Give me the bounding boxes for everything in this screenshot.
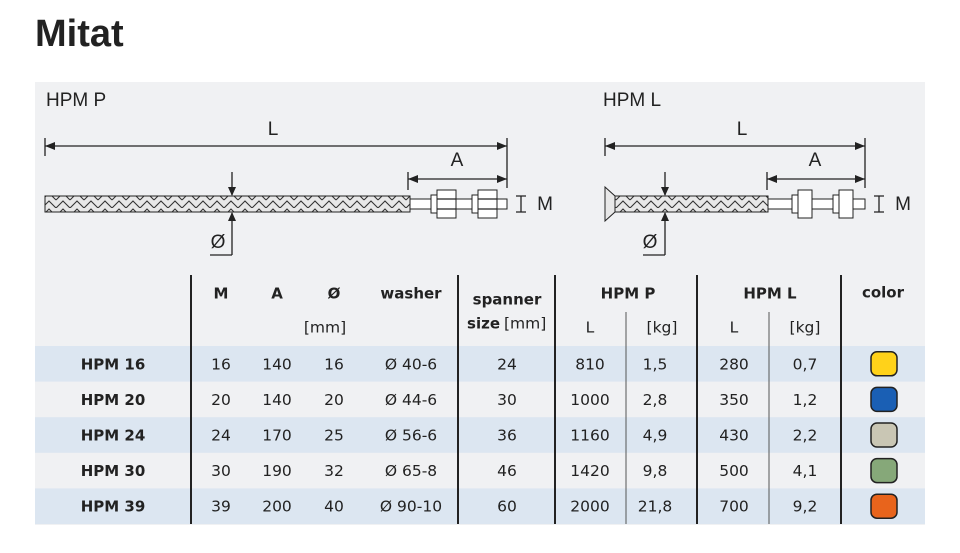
- color-swatch: [870, 351, 898, 377]
- header-cell: [kg]: [647, 319, 678, 337]
- table-cell: 9,8: [643, 462, 668, 480]
- table-cell: 190: [262, 462, 292, 480]
- table-cell: 25: [324, 427, 344, 445]
- table-cell: 32: [324, 462, 344, 480]
- table-cell: Ø 40-6: [385, 355, 437, 373]
- dim-label: Ø: [643, 232, 658, 253]
- header-cell: Ø: [328, 285, 341, 303]
- header-cell: L: [730, 319, 739, 337]
- dim-label: A: [451, 150, 464, 171]
- header-cell: washer: [380, 285, 442, 303]
- diagram-hpm-p: HPM P L A M Ø: [44, 90, 553, 256]
- table-cell: 1000: [570, 391, 609, 409]
- color-swatch: [870, 422, 898, 448]
- table-cell: 200: [262, 498, 292, 516]
- table-cell: 60: [497, 498, 517, 516]
- table-cell: 16: [211, 355, 231, 373]
- header-cell: [mm]: [504, 315, 546, 333]
- header-cell: HPM P: [601, 285, 656, 303]
- color-swatch: [870, 493, 898, 519]
- table-cell: 280: [719, 355, 749, 373]
- row-label: HPM 24: [81, 427, 146, 445]
- table-cell: 9,2: [793, 498, 818, 516]
- color-swatch: [870, 457, 898, 484]
- table-cell: Ø 90-10: [380, 498, 442, 516]
- header-cell: M: [214, 285, 229, 303]
- table-cell: Ø 56-6: [385, 427, 437, 445]
- table-cell: 430: [719, 427, 749, 445]
- table-cell: 140: [262, 355, 292, 373]
- table-cell: 30: [211, 462, 231, 480]
- row-band: [35, 346, 925, 382]
- header-cell: color: [862, 284, 905, 302]
- color-swatch: [870, 386, 898, 413]
- table-cell: 700: [719, 498, 749, 516]
- table-cell: 46: [497, 462, 517, 480]
- table-cell: 1160: [570, 427, 609, 445]
- table-cell: Ø 65-8: [385, 462, 437, 480]
- header-cell: A: [271, 285, 283, 303]
- table-cell: 24: [497, 355, 517, 373]
- row-label: HPM 30: [81, 462, 146, 480]
- table-cell: 16: [324, 355, 344, 373]
- table-cell: 4,9: [643, 427, 668, 445]
- diagram-title: HPM P: [46, 90, 106, 111]
- row-label: HPM 20: [81, 391, 146, 409]
- header-cell: [kg]: [790, 319, 821, 337]
- table-cell: 2,2: [793, 427, 818, 445]
- table-cell: 1,5: [643, 355, 668, 373]
- table-cell: 20: [324, 391, 344, 409]
- diagram-hpm-l: HPM L L A M Ø: [603, 90, 911, 256]
- row-band: [35, 417, 925, 453]
- table-cell: 1,2: [793, 391, 818, 409]
- page-title: Mitat: [35, 13, 124, 55]
- header-cell: HPM L: [743, 285, 797, 303]
- table-cell: 20: [211, 391, 231, 409]
- table-cell: 39: [211, 498, 231, 516]
- table-cell: 24: [211, 427, 231, 445]
- table-cell: 40: [324, 498, 344, 516]
- table-cell: 0,7: [793, 355, 818, 373]
- header-cell: [mm]: [304, 319, 346, 337]
- header-cell: L: [586, 319, 595, 337]
- table-cell: 4,1: [793, 462, 818, 480]
- table-cell: 500: [719, 462, 749, 480]
- row-label: HPM 16: [81, 355, 146, 373]
- table-cell: 810: [575, 355, 605, 373]
- table-cell: 21,8: [638, 498, 673, 516]
- dim-label: L: [737, 119, 748, 140]
- header-cell: spanner: [473, 291, 542, 309]
- table-cell: 30: [497, 391, 517, 409]
- table-cell: 2,8: [643, 391, 668, 409]
- dim-label: M: [537, 194, 553, 215]
- table-cell: 1420: [570, 462, 609, 480]
- diagram-title: HPM L: [603, 90, 661, 111]
- dim-label: L: [268, 119, 279, 140]
- header-cell: size: [467, 315, 500, 333]
- table-cell: Ø 44-6: [385, 391, 437, 409]
- table-cell: 140: [262, 391, 292, 409]
- dim-label: A: [809, 150, 822, 171]
- dim-label: Ø: [211, 232, 226, 253]
- table-cell: 170: [262, 427, 292, 445]
- dim-label: M: [895, 194, 911, 215]
- table-cell: 2000: [570, 498, 609, 516]
- table-cell: 350: [719, 391, 749, 409]
- row-band: [35, 488, 925, 524]
- table-cell: 36: [497, 427, 517, 445]
- row-label: HPM 39: [81, 498, 146, 516]
